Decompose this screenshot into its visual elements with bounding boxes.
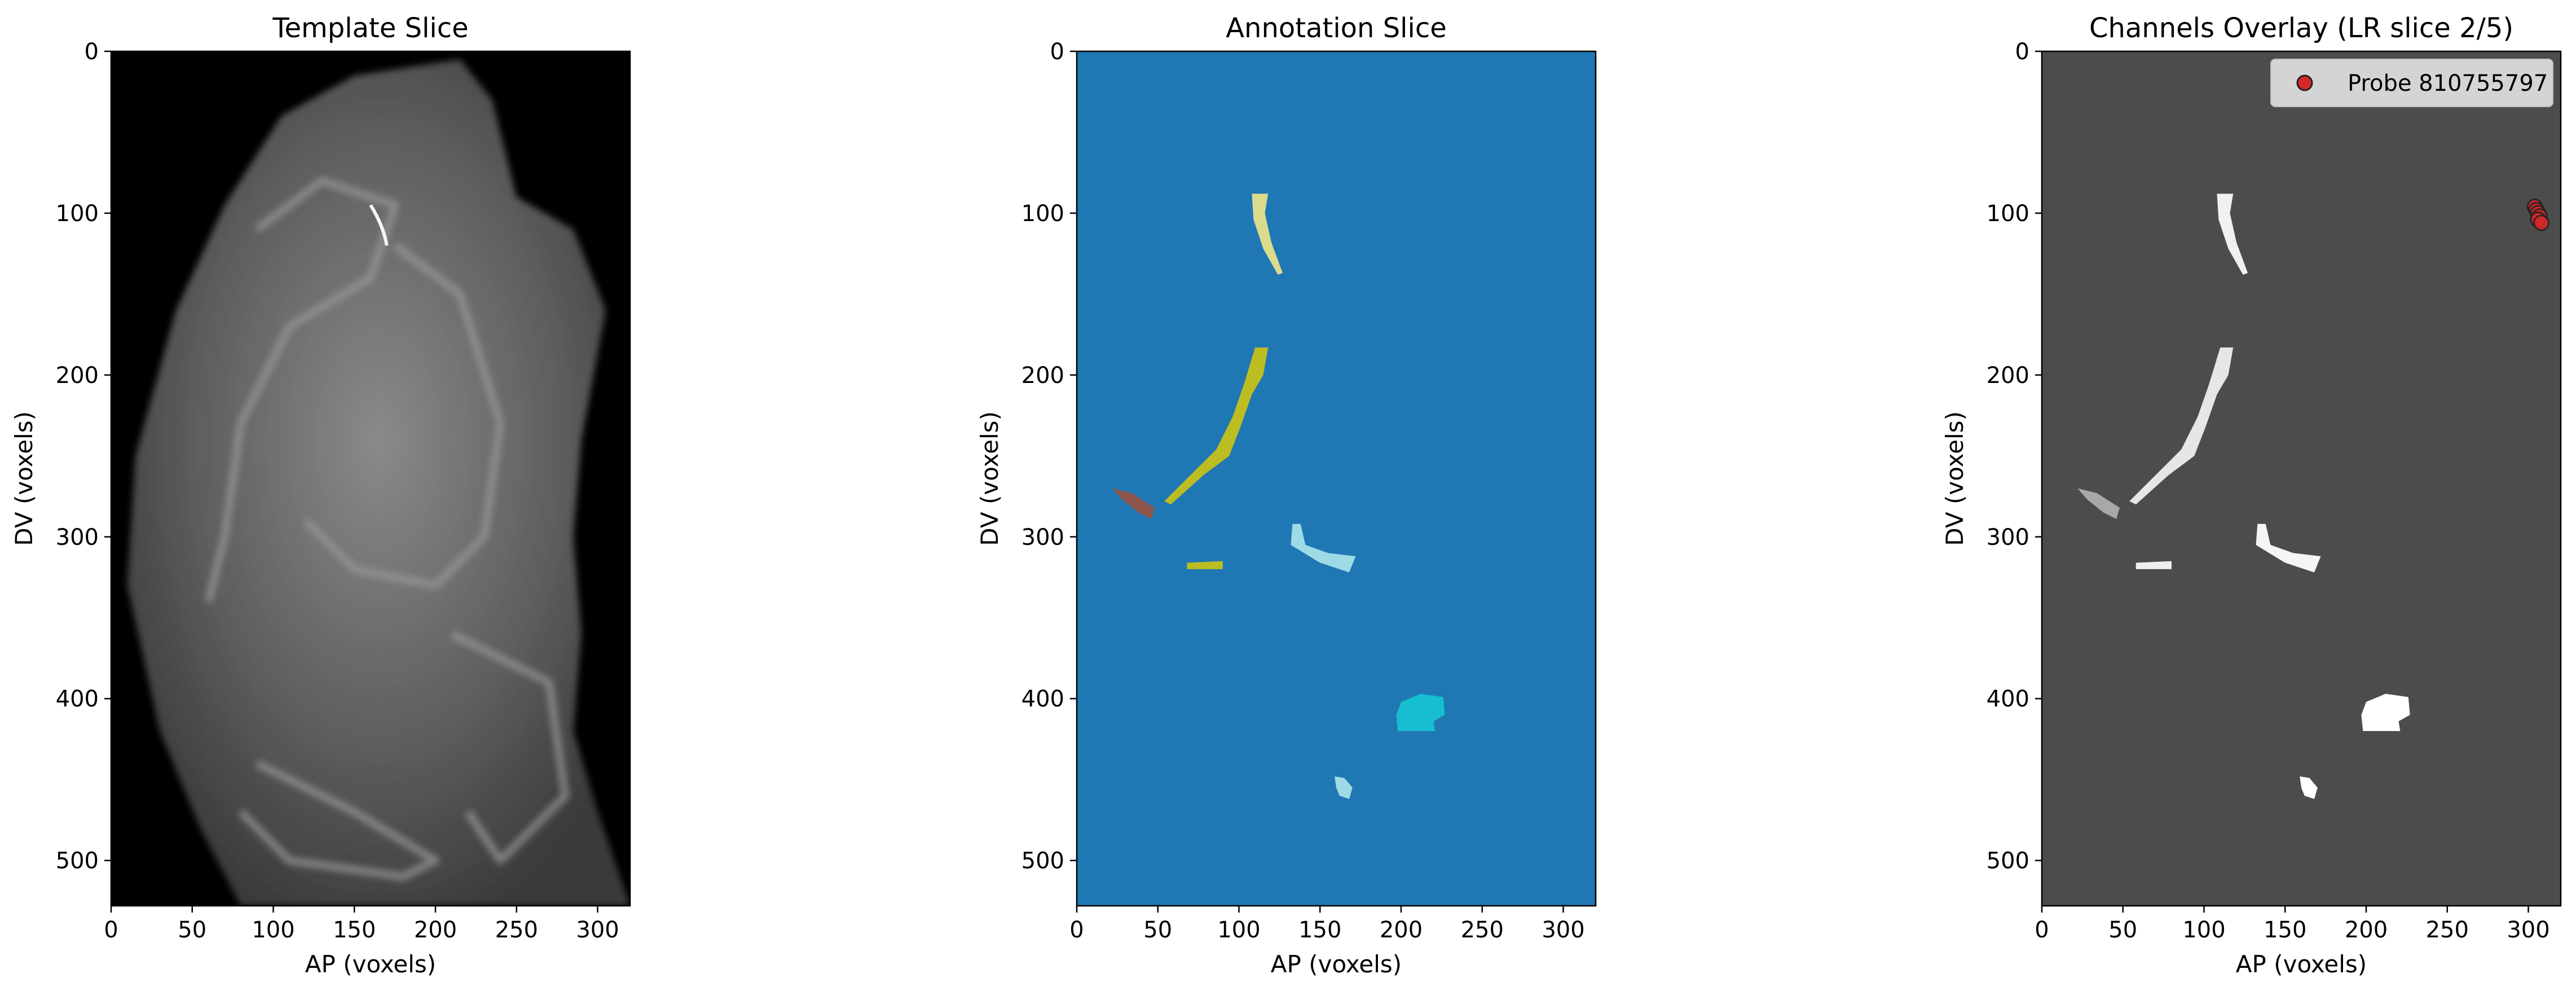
y-tick-label: 100	[1021, 201, 1064, 227]
legend-label: Probe 810755797	[2348, 71, 2548, 96]
template-fold-1	[204, 177, 399, 603]
x-tick-label: 200	[1380, 917, 1423, 943]
plot-background	[1077, 51, 1596, 906]
legend: Probe 810755797	[2270, 59, 2553, 107]
x-tick-label: 50	[2108, 917, 2137, 943]
chart-title: Channels Overlay (LR slice 2/5)	[2089, 12, 2513, 44]
x-tick-label: 50	[178, 917, 206, 943]
x-tick-label: 250	[1461, 917, 1504, 943]
y-tick-label: 500	[1987, 848, 2029, 874]
x-tick-label: 0	[1069, 917, 1084, 943]
region-4	[1187, 561, 1223, 570]
template-fold-3	[238, 760, 439, 881]
axes-frame	[110, 50, 631, 907]
y-tick-label: 300	[56, 525, 99, 550]
template-highlight	[369, 204, 389, 246]
y-tick-label: 400	[1021, 686, 1064, 712]
y-tick-label: 200	[1021, 363, 1064, 389]
probe-channel-point	[2533, 214, 2549, 231]
template-tissue	[127, 59, 630, 906]
chart-title: Template Slice	[272, 12, 468, 44]
x-tick-label: 100	[2182, 917, 2225, 943]
y-tick-label: 400	[1987, 686, 2029, 712]
x-tick-label: 250	[495, 917, 538, 943]
x-tick-label: 200	[2345, 917, 2388, 943]
y-tick-label: 100	[56, 201, 99, 227]
panel-3: 0 50 100 150 200 250 300 0 100 200 300 400 500 Channe…	[1941, 12, 2562, 978]
plot-background	[2042, 51, 2561, 906]
x-tick-label: 200	[414, 917, 457, 943]
x-tick-label: 300	[576, 917, 619, 943]
y-axis-label: DV (voxels)	[10, 411, 38, 546]
y-tick-label: 0	[85, 39, 99, 65]
x-tick-label: 300	[2507, 917, 2549, 943]
panel-2: 0 50 100 150 200 250 300 0 100 200 300 400 500 Annota…	[976, 12, 1597, 978]
legend-box	[2270, 59, 2553, 107]
region-5	[2256, 523, 2321, 572]
region-1	[1252, 193, 1283, 275]
y-tick-label: 0	[2015, 39, 2029, 65]
x-tick-label: 250	[2426, 917, 2469, 943]
y-tick-label: 500	[1021, 848, 1064, 874]
y-tick-label: 100	[1987, 201, 2029, 227]
x-axis-label: AP (voxels)	[305, 950, 436, 978]
region-7	[2300, 776, 2318, 799]
x-tick-label: 100	[252, 917, 294, 943]
y-tick-label: 0	[1050, 39, 1064, 65]
y-axis-label: DV (voxels)	[976, 411, 1003, 546]
plot-area	[2077, 193, 2410, 799]
plot-area	[1112, 193, 1445, 799]
x-tick-label: 150	[333, 917, 376, 943]
y-axis-label: DV (voxels)	[1941, 411, 1969, 546]
region-6	[1396, 694, 1445, 732]
region-7	[1335, 776, 1353, 799]
x-tick-label: 0	[104, 917, 118, 943]
y-tick-label: 300	[1987, 525, 2029, 550]
region-4	[2135, 561, 2172, 570]
x-tick-label: 100	[1217, 917, 1260, 943]
x-axis-label: AP (voxels)	[2236, 950, 2367, 978]
y-tick-label: 200	[1987, 363, 2029, 389]
region-1	[2217, 193, 2248, 275]
region-5	[1291, 523, 1356, 572]
y-tick-label: 500	[56, 848, 99, 874]
y-tick-label: 400	[56, 686, 99, 712]
axes-frame	[2041, 50, 2562, 907]
region-3	[2077, 488, 2120, 519]
axes-frame	[1076, 50, 1597, 907]
template-fold-4	[450, 630, 569, 865]
y-tick-label: 200	[56, 363, 99, 389]
legend-marker	[2296, 74, 2313, 91]
y-tick-label: 300	[1021, 525, 1064, 550]
chart-title: Annotation Slice	[1226, 12, 1447, 44]
region-3	[1112, 488, 1155, 519]
panel-1: 0 50 100 150 200 250 300 0 100 200 300 400 500 Templa…	[10, 12, 631, 978]
x-axis-label: AP (voxels)	[1271, 950, 1402, 978]
plot-area	[127, 59, 630, 906]
x-tick-label: 300	[1542, 917, 1584, 943]
x-tick-label: 50	[1143, 917, 1172, 943]
region-2	[2129, 347, 2234, 505]
template-fold-2	[303, 242, 504, 589]
x-tick-label: 150	[2264, 917, 2306, 943]
region-2	[1164, 347, 1269, 505]
x-tick-label: 0	[2035, 917, 2049, 943]
x-tick-label: 150	[1298, 917, 1341, 943]
region-6	[2361, 694, 2410, 732]
